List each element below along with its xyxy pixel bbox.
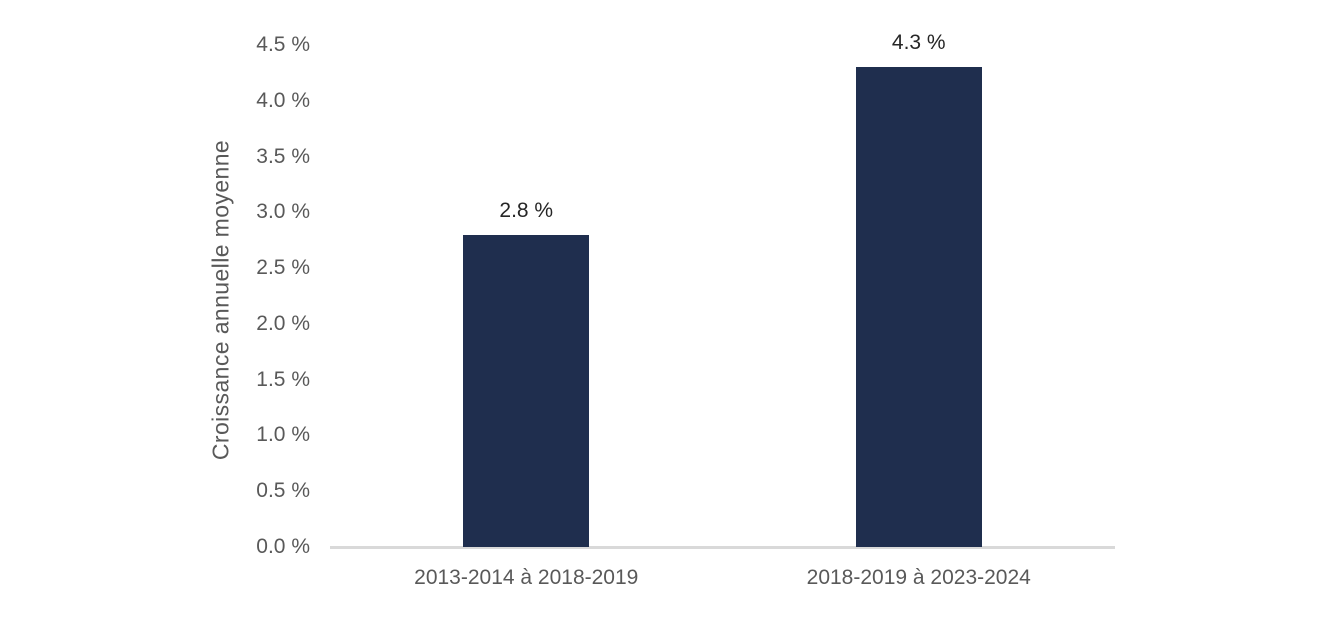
bar-2018-2019-a-2023-2024 xyxy=(855,67,982,547)
bar-value-label: 2.8 % xyxy=(499,198,554,222)
y-tick-label: 3.0 % xyxy=(256,200,310,224)
y-tick-label: 4.5 % xyxy=(256,33,310,56)
x-axis-line xyxy=(330,546,1115,549)
y-tick-label: 4.0 % xyxy=(256,88,310,112)
y-tick-label: 0.0 % xyxy=(256,535,310,558)
y-axis-title: Croissance annuelle moyenne xyxy=(207,139,234,461)
x-category-label: 2013-2014 à 2018-2019 xyxy=(414,566,639,589)
y-tick-label: 1.5 % xyxy=(256,367,310,391)
y-tick-label: 1.0 % xyxy=(256,423,310,447)
bar-value-label: 4.3 % xyxy=(891,31,946,55)
y-tick-label: 2.5 % xyxy=(256,256,310,280)
y-tick-label: 0.5 % xyxy=(256,479,310,503)
y-tick-label: 3.5 % xyxy=(256,144,310,168)
y-tick-label: 2.0 % xyxy=(256,311,310,335)
bar-2013-2014-a-2018-2019 xyxy=(463,234,590,547)
x-category-label: 2018-2019 à 2023-2024 xyxy=(806,566,1031,589)
